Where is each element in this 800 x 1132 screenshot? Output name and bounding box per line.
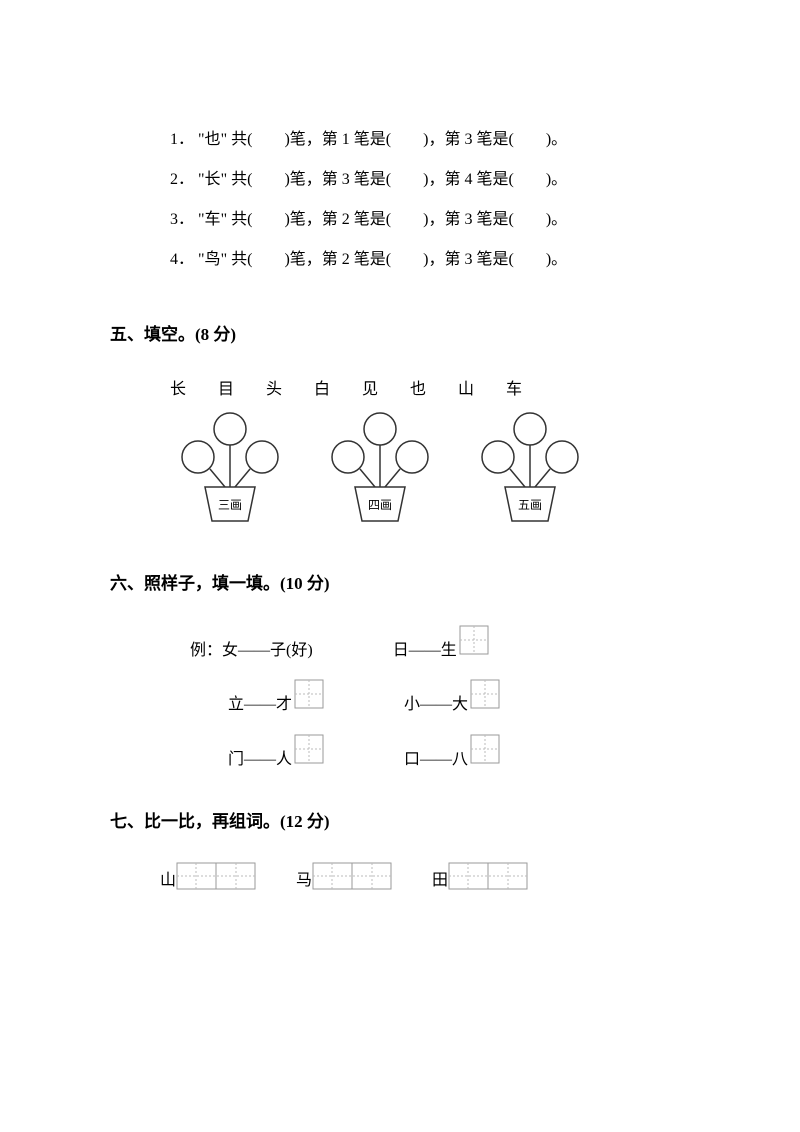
pair-5: 口——八	[404, 733, 500, 787]
pot-label-2: 四画	[368, 498, 392, 512]
section5-title: 五、填空。(8 分)	[110, 320, 690, 345]
stroke-line-3: 3． "车" 共( )笔，第 2 笔是( )，第 3 笔是( )。	[170, 200, 690, 240]
grid-box	[459, 624, 489, 678]
section6-title: 六、照样子，填一填。(10 分)	[110, 569, 690, 594]
example-pair: 例： 女——子(好)	[190, 624, 313, 678]
pair-4: 门——人	[228, 733, 324, 787]
q-char: 也	[205, 131, 221, 148]
pots-row: 三画 四画 五画	[170, 409, 690, 529]
stroke-line-4: 4． "鸟" 共( )笔，第 2 笔是( )，第 3 笔是( )。	[170, 240, 690, 280]
q-num: 1	[170, 131, 178, 148]
pot-3: 五画	[470, 409, 590, 529]
section7-title: 七、比一比，再组词。(12 分)	[110, 807, 690, 832]
pot-label-3: 五画	[518, 498, 542, 512]
stroke-questions: 1． "也" 共( )笔，第 1 笔是( )，第 3 笔是( )。 2． "长"…	[170, 120, 690, 280]
section6-body: 例： 女——子(好) 日——生 立——才 小——大 门——人	[190, 624, 690, 787]
word-item-3: 田	[432, 862, 528, 890]
pot-label-1: 三画	[218, 498, 242, 512]
grid-2x1	[176, 862, 256, 890]
pair-3: 小——大	[404, 678, 500, 732]
pair-2: 立——才	[228, 678, 324, 732]
pot-2: 四画	[320, 409, 440, 529]
word-item-1: 山	[160, 862, 256, 890]
pot-1: 三画	[170, 409, 290, 529]
stroke-line-2: 2． "长" 共( )笔，第 3 笔是( )，第 4 笔是( )。	[170, 160, 690, 200]
word-item-2: 马	[296, 862, 392, 890]
stroke-line-1: 1． "也" 共( )笔，第 1 笔是( )，第 3 笔是( )。	[170, 120, 690, 160]
pair-1: 日——生	[393, 624, 489, 678]
section7-body: 山 马 田	[160, 862, 690, 890]
section5-chars: 长 目 头 白 见 也 山 车	[170, 375, 690, 399]
